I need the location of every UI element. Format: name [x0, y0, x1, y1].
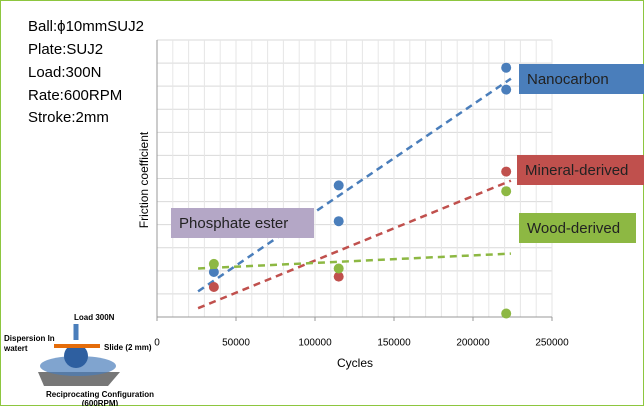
- point: [501, 309, 511, 319]
- point: [209, 259, 219, 269]
- legend-label: Wood-derived: [527, 220, 620, 237]
- legend-label: Mineral-derived: [525, 162, 628, 179]
- diagram-label: Dispersion In watert: [4, 334, 56, 354]
- point: [334, 180, 344, 190]
- diagram-caption-box: Reciprocating Configuration (600RPM): [40, 390, 160, 406]
- annotation: Plate:SUJ2: [28, 41, 103, 58]
- point: [501, 85, 511, 95]
- annotation: Rate:600RPM: [28, 87, 122, 104]
- diagram-label: Slide (2 mm): [104, 343, 152, 352]
- x-tick-label: 150000: [377, 338, 411, 349]
- y-axis-label: Friction coefficient: [137, 131, 151, 228]
- annotation: Ball:ϕ10mmSUJ2: [28, 18, 144, 35]
- annotation: Stroke:2mm: [28, 109, 109, 126]
- x-tick-label: 250000: [535, 338, 569, 349]
- point: [334, 264, 344, 274]
- diagram-label-box: Dispersion In watert: [4, 334, 56, 358]
- diagram-label: Load 300N: [74, 313, 115, 322]
- point: [501, 167, 511, 177]
- x-tick-label: 200000: [456, 338, 490, 349]
- x-tick-label: 100000: [298, 338, 332, 349]
- chart: Ball:ϕ10mmSUJ2 Plate:SUJ2 Load:300N Rate…: [0, 0, 644, 406]
- point: [209, 282, 219, 292]
- x-tick-label: 50000: [222, 338, 250, 349]
- x-tick-label: 0: [154, 338, 160, 349]
- annotation: Load:300N: [28, 64, 101, 81]
- diagram-caption: Reciprocating Configuration (600RPM): [40, 390, 160, 406]
- point: [334, 216, 344, 226]
- legend-label: Phosphate ester: [179, 215, 288, 232]
- point: [501, 63, 511, 73]
- x-axis-label: Cycles: [337, 356, 373, 370]
- point: [501, 186, 511, 196]
- legend-label: Nanocarbon: [527, 71, 609, 88]
